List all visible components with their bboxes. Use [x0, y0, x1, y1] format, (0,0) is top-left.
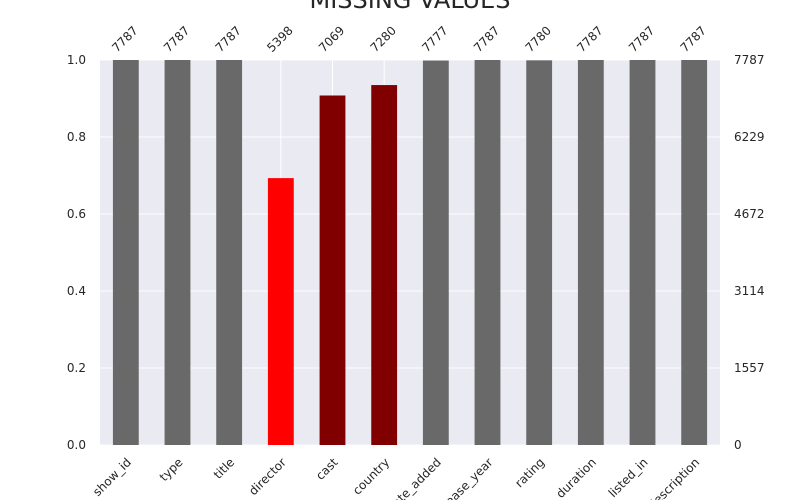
- bar-title: [216, 60, 243, 445]
- count-label: 7787: [109, 23, 140, 54]
- y2-tick-label: 3114: [734, 284, 765, 298]
- category-label: cast: [313, 455, 341, 483]
- plot-area: [100, 60, 720, 445]
- y-tick-label: 0.8: [67, 130, 86, 144]
- y2-tick-label: 0: [734, 438, 742, 452]
- y2-tick-label: 1557: [734, 361, 765, 375]
- category-label: description: [645, 455, 702, 500]
- y-tick-label: 0.4: [67, 284, 86, 298]
- y-axis-right: 0 1557 3114 4672 6229 7787: [734, 53, 765, 452]
- y2-tick-label: 4672: [734, 207, 765, 221]
- count-label: 7280: [368, 23, 399, 54]
- bar-rating: [526, 60, 553, 446]
- count-label: 7787: [213, 23, 244, 54]
- category-label: title: [211, 455, 237, 481]
- category-label: show_id: [90, 455, 134, 499]
- count-label: 7069: [316, 23, 347, 54]
- y-tick-label: 0.2: [67, 361, 86, 375]
- bar-cast: [319, 95, 346, 445]
- y2-tick-label: 7787: [734, 53, 765, 67]
- bar-duration: [577, 60, 604, 445]
- category-label: date_added: [384, 455, 444, 500]
- category-label: release_year: [432, 455, 496, 500]
- bar-release_year: [474, 60, 501, 445]
- count-label: 7777: [419, 23, 450, 54]
- chart-title: MISSING VALUES: [310, 0, 511, 14]
- count-label: 7780: [523, 23, 554, 54]
- count-labels: 7787 7787 7787 5398 7069 7280 7777 7787 7780 7787…: [109, 23, 709, 54]
- y2-tick-label: 6229: [734, 130, 765, 144]
- category-label: country: [350, 455, 392, 497]
- count-label: 7787: [574, 23, 605, 54]
- count-label: 7787: [471, 23, 502, 54]
- bar-show_id: [112, 60, 139, 445]
- count-label: 5398: [264, 23, 295, 54]
- category-label: duration: [553, 455, 599, 500]
- y-axis-left: 0.0 0.2 0.4 0.6 0.8 1.0: [67, 53, 86, 452]
- category-label: director: [246, 455, 289, 498]
- category-label: type: [157, 455, 186, 484]
- bars: [112, 60, 708, 446]
- bar-listed_in: [629, 60, 656, 445]
- bar-description: [681, 60, 708, 445]
- category-label: rating: [512, 455, 547, 490]
- y-tick-label: 1.0: [67, 53, 86, 67]
- bar-date_added: [422, 60, 449, 446]
- y-tick-label: 0.0: [67, 438, 86, 452]
- y-tick-label: 0.6: [67, 207, 86, 221]
- count-label: 7787: [678, 23, 709, 54]
- count-label: 7787: [626, 23, 657, 54]
- bar-director: [267, 178, 294, 446]
- category-label: listed_in: [606, 455, 651, 500]
- bar-country: [371, 85, 398, 445]
- count-label: 7787: [161, 23, 192, 54]
- bar-type: [164, 60, 191, 445]
- x-axis-labels: show_id type title director cast countrydate_…: [90, 455, 702, 504]
